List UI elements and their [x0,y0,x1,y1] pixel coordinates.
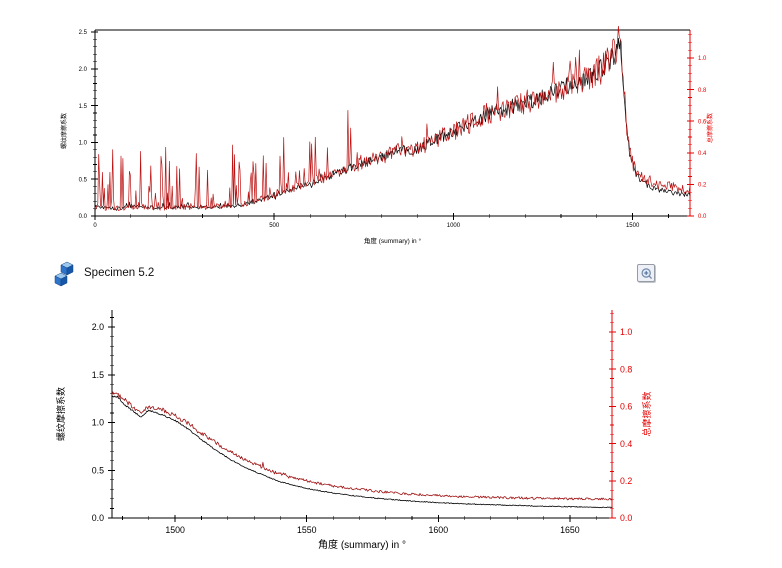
svg-text:1.0: 1.0 [79,141,88,147]
svg-text:0.0: 0.0 [620,513,632,523]
svg-text:0.2: 0.2 [698,183,707,189]
svg-text:1500: 1500 [626,223,640,229]
svg-text:0.4: 0.4 [698,151,707,157]
svg-text:1.0: 1.0 [620,327,632,337]
svg-text:2.5: 2.5 [79,30,88,36]
svg-text:1.0: 1.0 [698,56,707,62]
svg-text:0.0: 0.0 [92,513,104,523]
svg-text:0: 0 [93,223,97,229]
svg-text:0.0: 0.0 [79,214,88,220]
svg-text:0.8: 0.8 [620,364,632,374]
svg-text:角度 (summary) in °: 角度 (summary) in ° [318,538,406,551]
svg-text:螺纹摩擦系数: 螺纹摩擦系数 [60,113,68,149]
svg-text:0.6: 0.6 [698,119,707,125]
overview-chart[interactable]: 0.0 0.5 1.0 1.5 2.0 2.5 螺纹摩擦系数 0.0 0.2 0.4 0.6 0.8 1… [0,0,782,256]
zoom-in-button[interactable] [637,264,655,282]
svg-text:1.0: 1.0 [92,418,104,428]
svg-text:1.5: 1.5 [79,104,88,110]
svg-text:1000: 1000 [447,223,461,229]
specimen-title: Specimen 5.2 [84,267,155,279]
svg-text:0.8: 0.8 [698,88,707,94]
zoom-in-icon [640,267,652,279]
svg-text:0.5: 0.5 [92,465,104,475]
svg-text:0.5: 0.5 [79,177,88,183]
svg-text:1500: 1500 [165,525,185,535]
svg-text:1550: 1550 [297,525,317,535]
svg-text:0.4: 0.4 [620,439,632,449]
svg-text:0.0: 0.0 [698,214,707,220]
svg-text:2.0: 2.0 [92,322,104,332]
svg-text:1600: 1600 [429,525,449,535]
specimen-chart[interactable]: 0.0 0.5 1.0 1.5 2.0 螺纹摩擦系数 0.0 0.2 0.4 0.6 0.8 1.0 总… [0,256,782,568]
svg-text:500: 500 [269,223,280,229]
svg-text:0.6: 0.6 [620,402,632,412]
svg-text:0.2: 0.2 [620,476,632,486]
svg-text:2.0: 2.0 [79,67,88,73]
specimen-cube-icon [54,261,74,287]
svg-text:螺纹摩擦系数: 螺纹摩擦系数 [55,387,66,441]
svg-text:总摩擦系数: 总摩擦系数 [641,391,652,436]
svg-text:角度 (summary) in °: 角度 (summary) in ° [364,236,422,245]
svg-text:1650: 1650 [560,525,580,535]
svg-text:总摩擦系数: 总摩擦系数 [706,113,714,143]
svg-text:1.5: 1.5 [92,370,104,380]
